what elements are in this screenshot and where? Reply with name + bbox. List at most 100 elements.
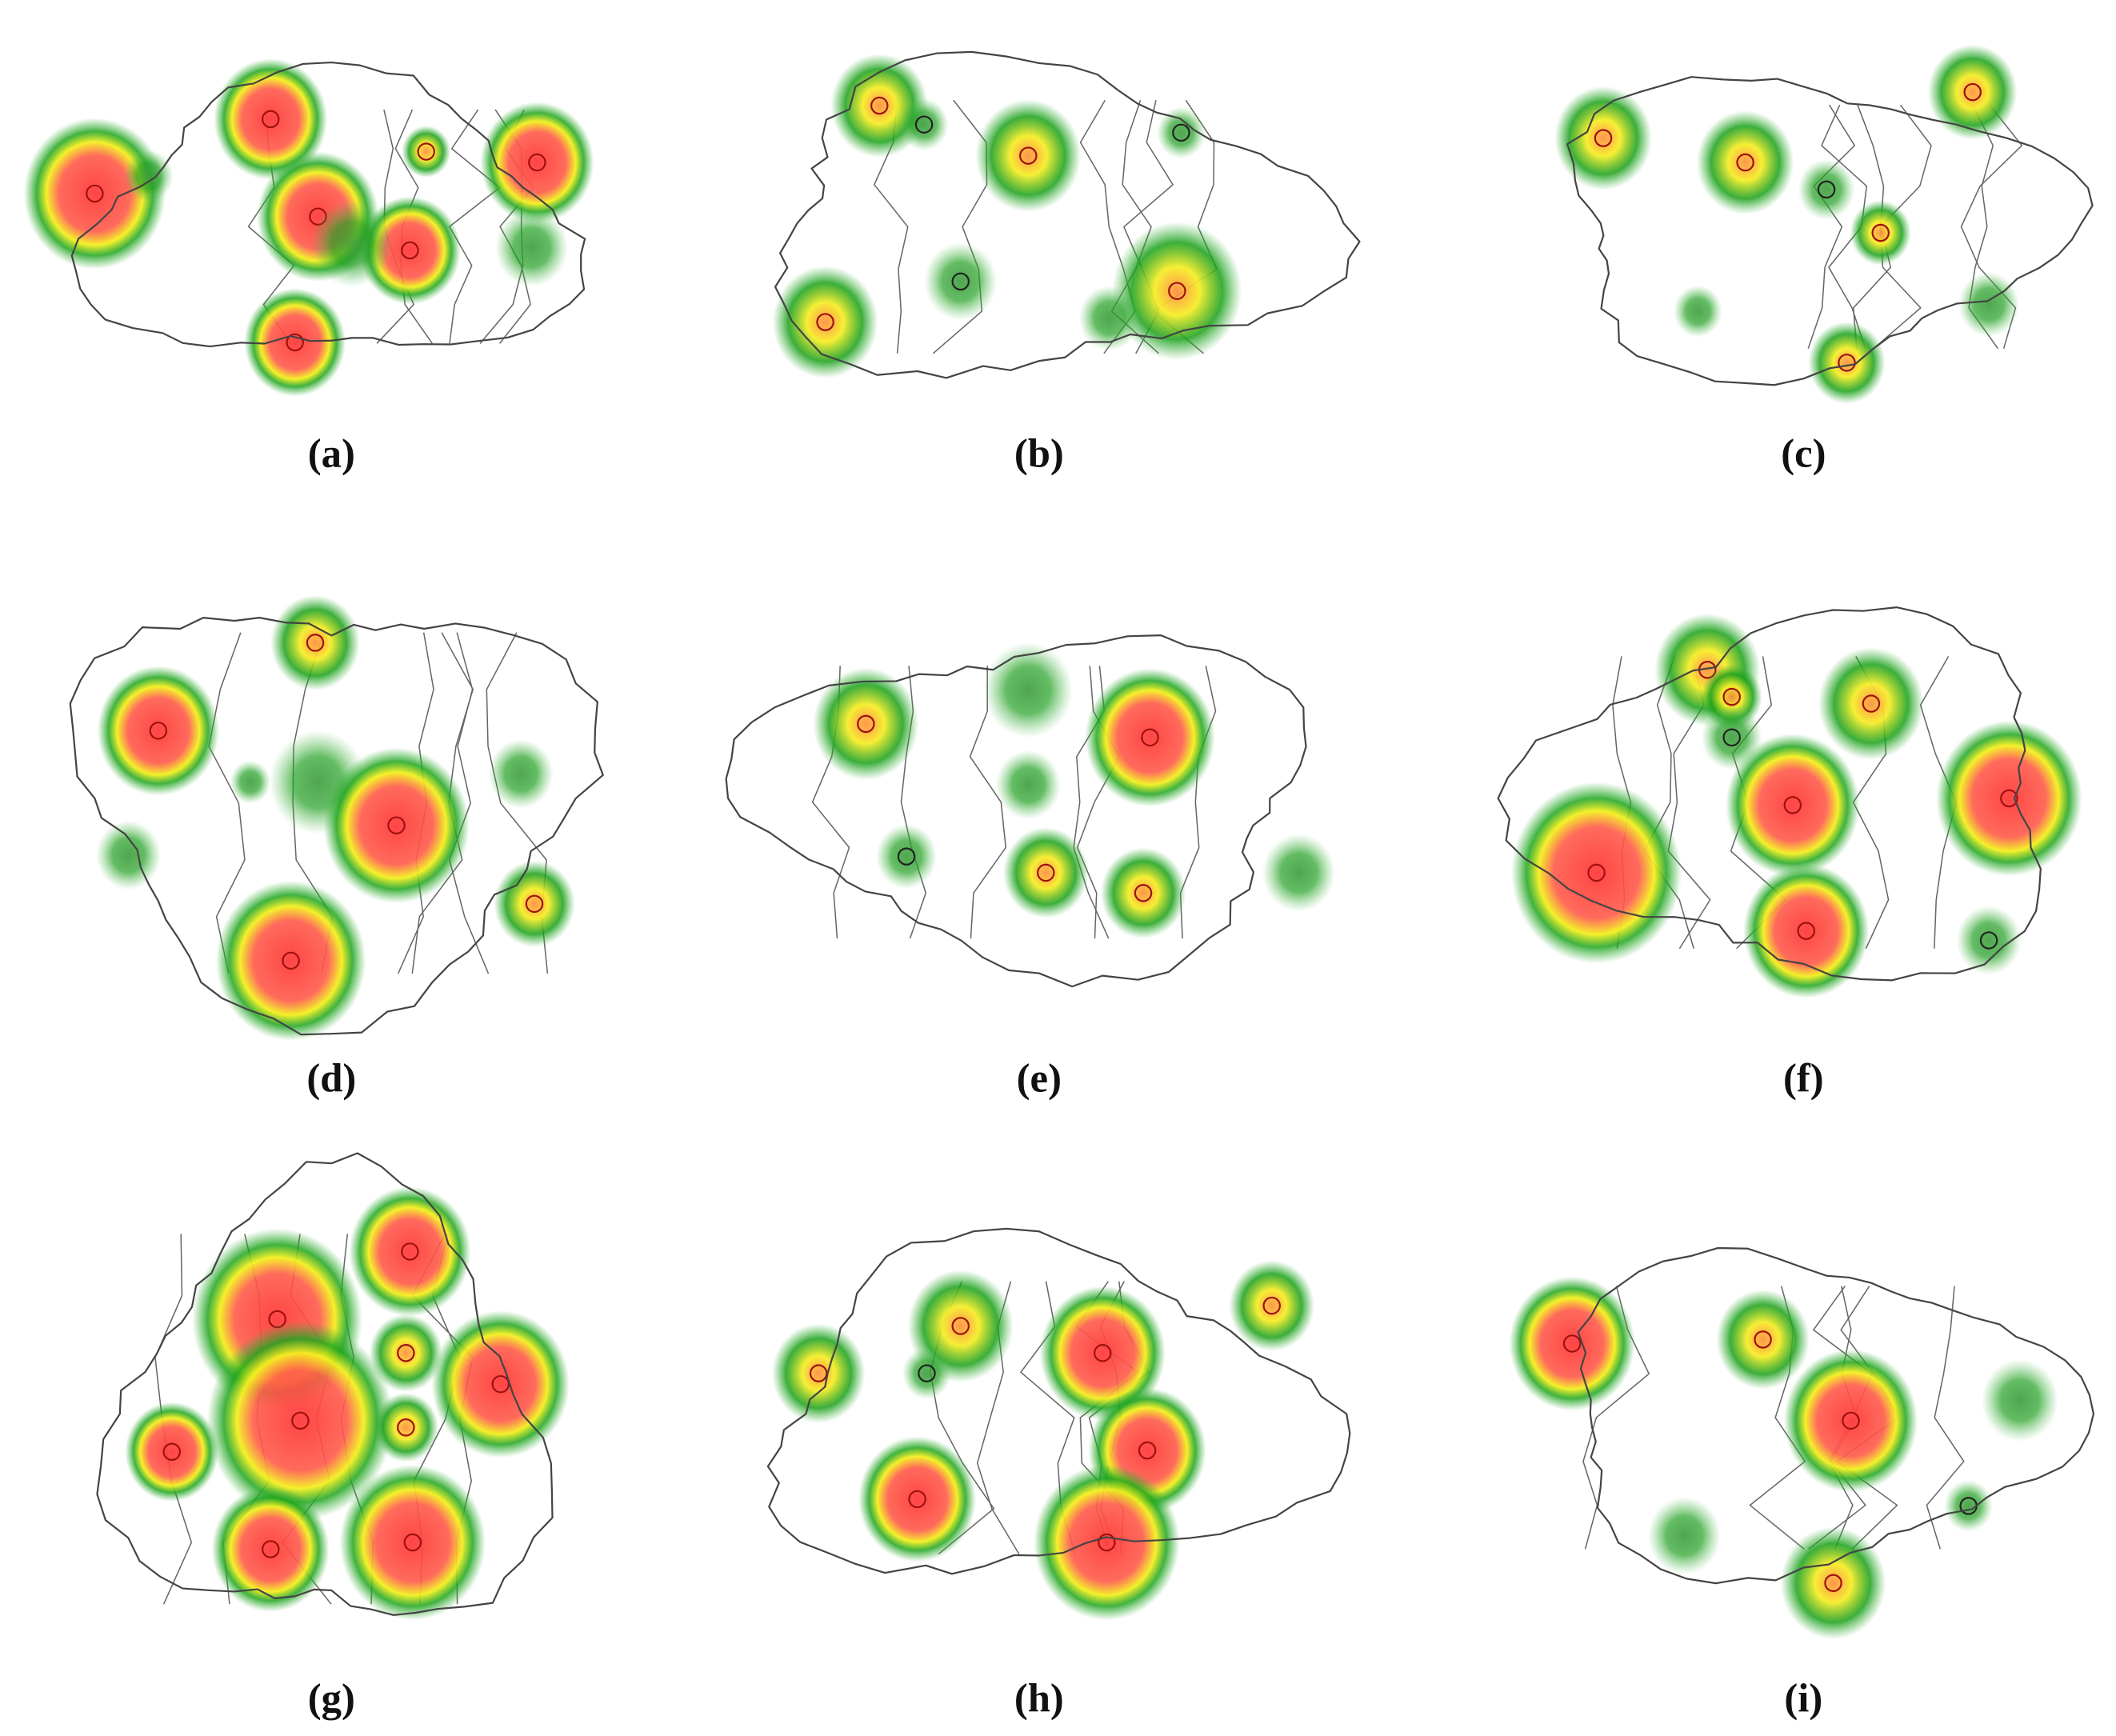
heat-spot	[858, 1436, 977, 1562]
map-panel	[69, 594, 604, 1041]
heat-spot	[1936, 720, 2082, 877]
heat-spot	[1956, 906, 2022, 975]
site-marker	[1817, 180, 1836, 199]
heat-spot	[924, 242, 998, 321]
site-marker	[914, 115, 934, 134]
heat-spot	[206, 1321, 394, 1521]
site-marker	[261, 1540, 280, 1558]
heat-spot	[96, 820, 162, 890]
site-marker	[870, 96, 889, 115]
site-marker	[401, 1242, 419, 1261]
site-marker	[528, 153, 546, 172]
heat-spot	[125, 1402, 219, 1502]
site-marker	[491, 1374, 510, 1394]
site-marker	[1963, 82, 1982, 102]
heat-spot	[1716, 1290, 1810, 1390]
panel-label: (b)	[1014, 430, 1064, 475]
panel-label: (e)	[1017, 1056, 1062, 1101]
site-marker	[1562, 1334, 1582, 1353]
site-marker	[403, 1533, 422, 1552]
region-border	[1926, 1286, 1965, 1550]
map-outline	[725, 634, 1307, 988]
heat-spot	[1981, 1359, 2059, 1442]
heat-spot	[1085, 668, 1215, 807]
site-marker	[1098, 1533, 1116, 1552]
map-outline	[766, 1227, 1351, 1575]
heat-spot	[1156, 106, 1206, 159]
site-marker	[1783, 796, 1802, 814]
site-marker	[951, 272, 970, 291]
site-marker	[261, 110, 280, 129]
site-marker	[306, 634, 325, 652]
heat-spot	[211, 1486, 330, 1612]
heat-spot	[349, 1186, 471, 1317]
site-marker	[816, 313, 834, 331]
heat-spot	[488, 739, 554, 809]
map-panel	[766, 1227, 1351, 1621]
site-marker	[1594, 129, 1613, 147]
heat-spot	[1078, 285, 1140, 351]
site-marker	[1037, 863, 1055, 882]
site-marker	[1754, 1330, 1772, 1349]
panel-label: (d)	[306, 1056, 356, 1101]
heat-spot	[230, 760, 271, 804]
heat-spot	[1726, 734, 1860, 877]
site-marker	[1797, 922, 1815, 940]
heat-spot	[1783, 1349, 1918, 1493]
site-marker	[1722, 728, 1741, 747]
site-marker	[1838, 354, 1856, 372]
heat-spot	[480, 102, 594, 223]
heat-spot	[1927, 44, 2018, 140]
map-outline	[69, 617, 604, 1036]
heat-spot	[902, 1347, 951, 1400]
map-outline	[70, 61, 586, 348]
site-marker	[397, 1344, 415, 1362]
site-marker	[897, 847, 916, 866]
site-marker	[1862, 694, 1881, 713]
heat-spot	[1100, 847, 1186, 939]
heat-spot	[214, 58, 328, 180]
heat-spot	[494, 860, 575, 947]
heat-spot	[772, 266, 878, 378]
site-marker	[525, 894, 544, 914]
site-marker	[291, 1411, 310, 1430]
site-marker	[282, 951, 300, 970]
map-outline	[1577, 1246, 2095, 1585]
heat-spot	[1039, 1286, 1166, 1421]
heat-spot	[339, 1464, 486, 1621]
heat-spot	[876, 824, 938, 890]
heat-spot	[1647, 1496, 1722, 1575]
heat-spot	[1509, 1276, 1635, 1411]
panel-label: (c)	[1781, 430, 1826, 475]
heat-spot	[402, 126, 451, 178]
heat-spot	[323, 747, 470, 904]
heat-spot	[431, 1310, 570, 1458]
map-outline	[774, 50, 1361, 379]
site-marker	[857, 714, 875, 734]
site-marker	[1172, 123, 1190, 142]
site-marker	[1262, 1296, 1281, 1315]
site-marker	[2000, 789, 2018, 808]
site-marker	[1824, 1574, 1842, 1593]
heat-spot	[1958, 272, 2020, 338]
heat-spot	[983, 642, 1074, 738]
site-marker	[162, 1442, 182, 1461]
heat-spot	[244, 288, 346, 397]
map-panel	[96, 1152, 570, 1621]
heat-spot	[1701, 705, 1762, 770]
heat-spot	[1554, 86, 1652, 190]
heat-spot	[899, 98, 949, 151]
map-outline	[96, 1152, 554, 1616]
heat-spot	[1696, 110, 1794, 214]
heat-spot	[23, 118, 166, 270]
heat-spot	[1034, 1464, 1180, 1621]
site-marker	[1979, 931, 1998, 950]
panel-label: (h)	[1014, 1675, 1064, 1720]
site-marker	[1134, 884, 1153, 902]
heat-spot	[270, 594, 360, 690]
site-marker	[1168, 282, 1186, 300]
region-border	[1643, 656, 1694, 949]
site-marker	[1587, 863, 1606, 882]
panel-label: (g)	[308, 1675, 355, 1720]
